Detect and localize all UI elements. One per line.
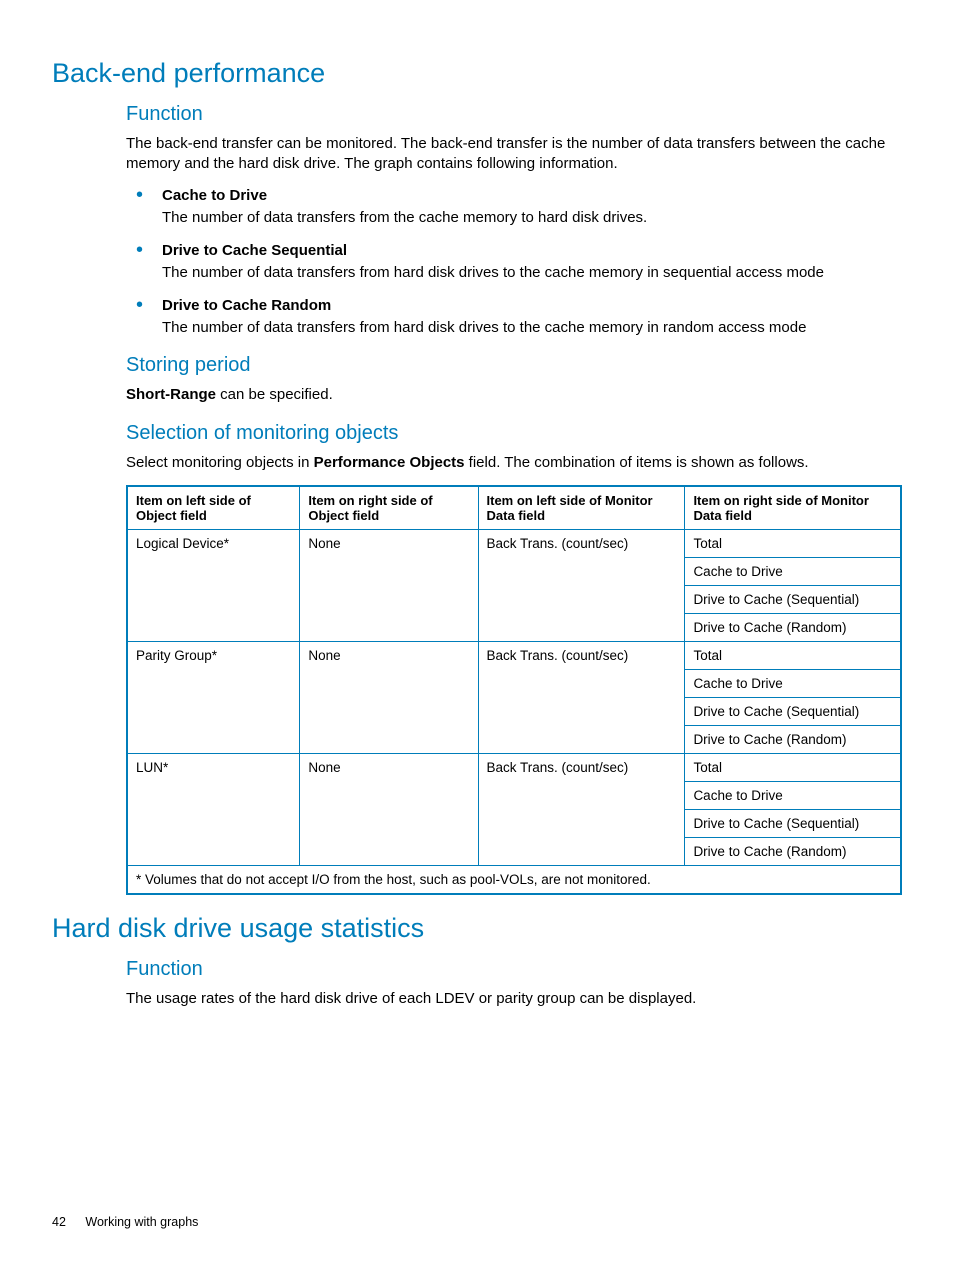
table-cell: LUN* (127, 753, 300, 865)
table-header-row: Item on left side of Object field Item o… (127, 486, 901, 530)
table-cell: Drive to Cache (Sequential) (685, 585, 901, 613)
table-cell: Logical Device* (127, 529, 300, 641)
table-cell: Drive to Cache (Random) (685, 725, 901, 753)
table-cell: Total (685, 529, 901, 557)
selection-bold: Performance Objects (314, 454, 465, 471)
section-title-backend: Back-end performance (52, 58, 902, 89)
table-cell: Drive to Cache (Random) (685, 613, 901, 641)
table-cell: None (300, 641, 478, 753)
table-row: Logical Device*NoneBack Trans. (count/se… (127, 529, 901, 557)
storing-bold: Short-Range (126, 386, 216, 403)
table-cell: Total (685, 753, 901, 781)
list-item: Drive to Cache Sequential The number of … (126, 242, 902, 283)
bullet-title: Drive to Cache Random (162, 297, 902, 314)
subheading-function-2: Function (126, 958, 902, 981)
table-cell: Back Trans. (count/sec) (478, 529, 685, 641)
selection-pre: Select monitoring objects in (126, 454, 314, 471)
bullet-body: The number of data transfers from hard d… (162, 263, 902, 283)
page-footer: 42 Working with graphs (52, 1215, 198, 1229)
table-cell: Drive to Cache (Sequential) (685, 809, 901, 837)
table-cell: None (300, 529, 478, 641)
list-item: Drive to Cache Random The number of data… (126, 297, 902, 338)
table-cell: Total (685, 641, 901, 669)
table-footnote-row: * Volumes that do not accept I/O from th… (127, 865, 901, 894)
function-bullet-list: Cache to Drive The number of data transf… (126, 187, 902, 339)
table-cell: Back Trans. (count/sec) (478, 753, 685, 865)
selection-intro: Select monitoring objects in Performance… (126, 453, 902, 473)
page-number: 42 (52, 1215, 66, 1229)
table-cell: Drive to Cache (Random) (685, 837, 901, 865)
bullet-body: The number of data transfers from hard d… (162, 318, 902, 338)
table-cell: None (300, 753, 478, 865)
storing-text: Short-Range can be specified. (126, 385, 902, 405)
table-cell: Parity Group* (127, 641, 300, 753)
table-cell: Cache to Drive (685, 781, 901, 809)
bullet-title: Cache to Drive (162, 187, 902, 204)
table-cell: Drive to Cache (Sequential) (685, 697, 901, 725)
table-header: Item on right side of Monitor Data field (685, 486, 901, 530)
subheading-function: Function (126, 103, 902, 126)
function-intro: The back-end transfer can be monitored. … (126, 134, 902, 175)
subheading-storing: Storing period (126, 354, 902, 377)
table-header: Item on left side of Monitor Data field (478, 486, 685, 530)
table-cell: Back Trans. (count/sec) (478, 641, 685, 753)
table-header: Item on right side of Object field (300, 486, 478, 530)
subheading-selection: Selection of monitoring objects (126, 422, 902, 445)
selection-post: field. The combination of items is shown… (465, 454, 809, 471)
table-row: LUN*NoneBack Trans. (count/sec)Total (127, 753, 901, 781)
chapter-title: Working with graphs (85, 1215, 198, 1229)
bullet-body: The number of data transfers from the ca… (162, 208, 902, 228)
storing-rest: can be specified. (216, 386, 333, 403)
table-cell: Cache to Drive (685, 669, 901, 697)
table-cell: Cache to Drive (685, 557, 901, 585)
table-row: Parity Group*NoneBack Trans. (count/sec)… (127, 641, 901, 669)
monitoring-objects-table: Item on left side of Object field Item o… (126, 485, 902, 895)
table-footnote: * Volumes that do not accept I/O from th… (127, 865, 901, 894)
list-item: Cache to Drive The number of data transf… (126, 187, 902, 228)
table-header: Item on left side of Object field (127, 486, 300, 530)
section-title-hdd: Hard disk drive usage statistics (52, 913, 902, 944)
bullet-title: Drive to Cache Sequential (162, 242, 902, 259)
function-body-2: The usage rates of the hard disk drive o… (126, 989, 902, 1009)
